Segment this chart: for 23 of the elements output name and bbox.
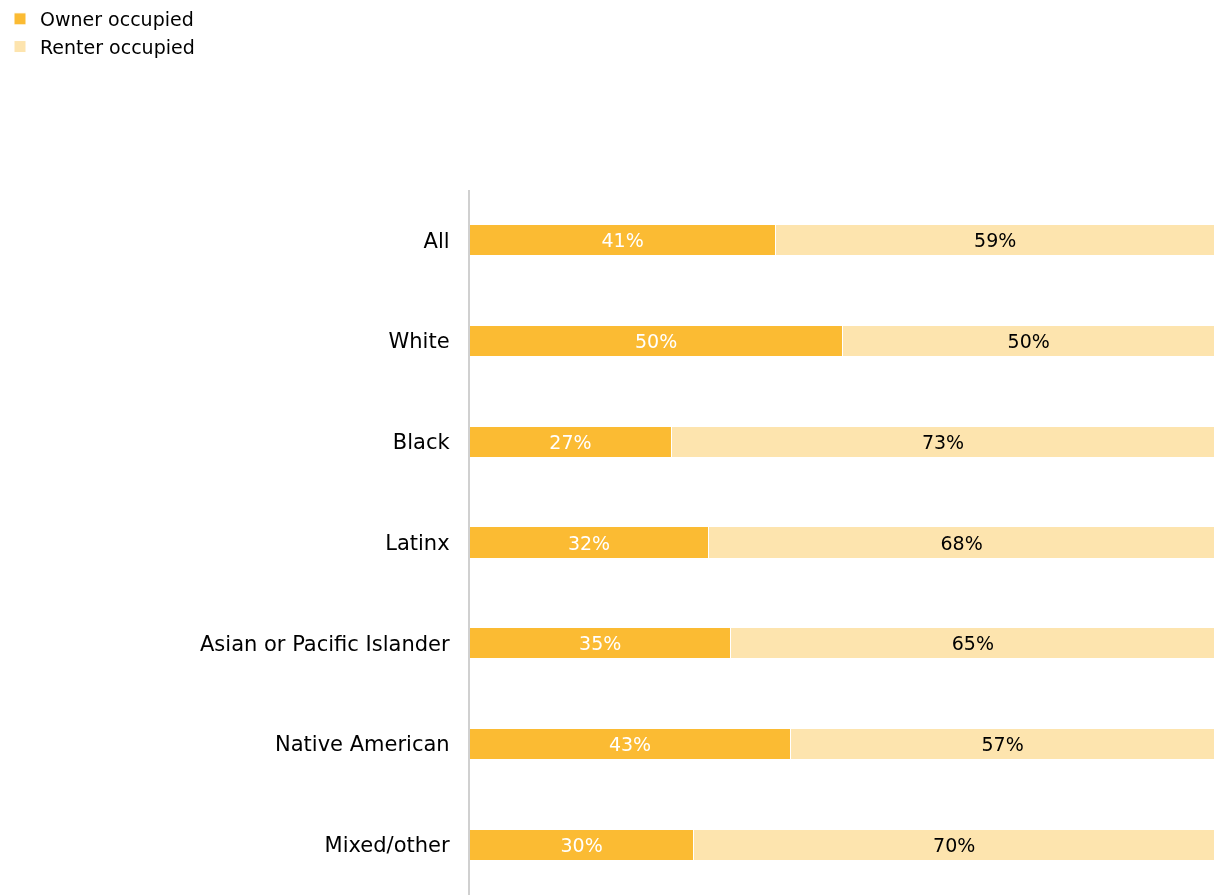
data-label: 35% <box>579 632 622 655</box>
y-tick-label: Mixed/other <box>324 832 450 857</box>
data-label: 30% <box>560 833 603 856</box>
data-label: 59% <box>974 229 1017 252</box>
data-label: 41% <box>601 229 644 252</box>
y-tick-label: White <box>388 329 450 354</box>
data-label: 50% <box>1007 330 1050 353</box>
y-tick-label: Black <box>392 430 451 455</box>
y-tick-label: All <box>423 228 450 253</box>
data-label: 68% <box>940 531 983 554</box>
legend-label: Renter occupied <box>40 35 195 58</box>
data-label: 43% <box>608 732 652 755</box>
data-label: 50% <box>634 330 678 353</box>
data-label: 27% <box>549 430 592 453</box>
data-label: 57% <box>981 732 1024 755</box>
data-label: 73% <box>921 430 965 453</box>
y-tick-label: Native American <box>275 732 450 757</box>
y-tick-label: Latinx <box>385 530 450 555</box>
data-label: 70% <box>933 833 976 856</box>
y-tick-label: Asian or Pacific Islander <box>200 631 450 656</box>
data-label: 32% <box>567 531 611 554</box>
data-label: 65% <box>951 632 994 655</box>
legend-label: Owner occupied <box>40 8 194 31</box>
